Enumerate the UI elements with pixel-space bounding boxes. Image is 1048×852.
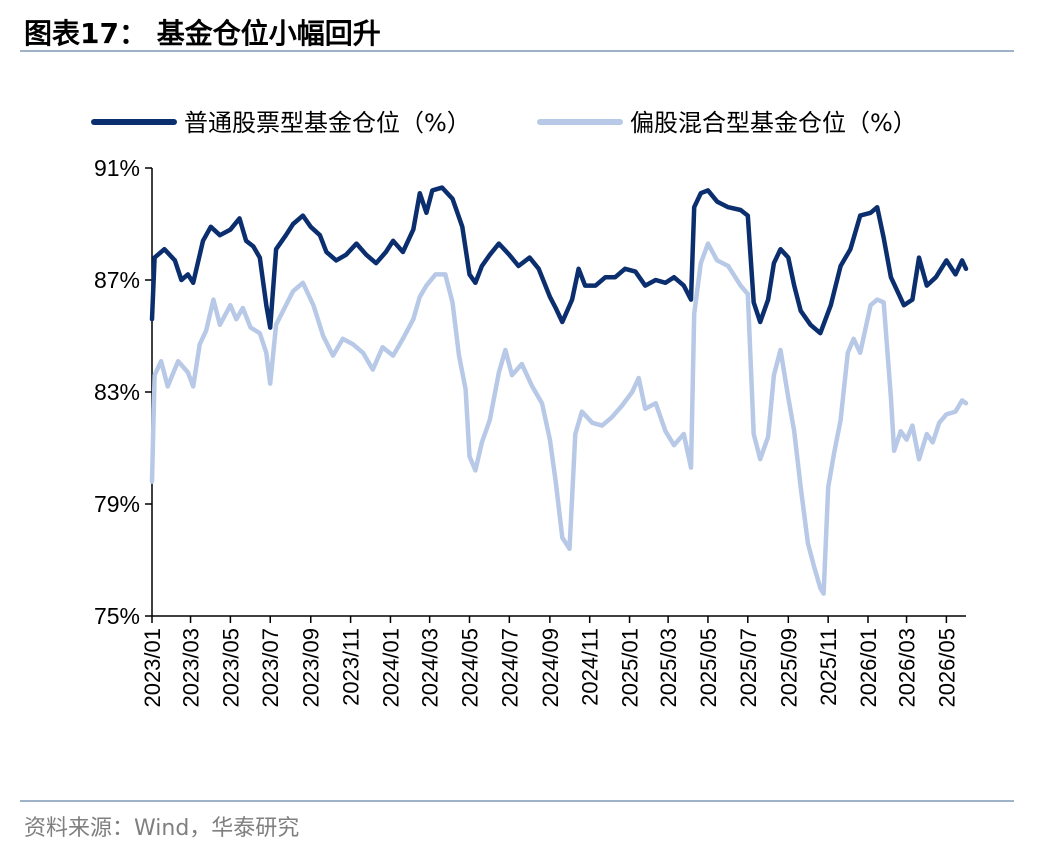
legend: 普通股票型基金仓位（%） 偏股混合型基金仓位（%）	[91, 109, 917, 137]
y-tick-label: 87%	[94, 267, 140, 293]
series-line-stock-fund	[149, 185, 969, 336]
x-tick-label: 2026/01	[856, 628, 881, 708]
x-tick-label: 2025/07	[736, 628, 761, 708]
x-tick-label: 2023/07	[258, 628, 283, 708]
x-tick-label: 2025/03	[656, 628, 681, 708]
x-tick-label: 2024/01	[378, 628, 403, 708]
y-tick-label: 75%	[94, 603, 140, 629]
figure-title: 图表17： 基金仓位小幅回升	[24, 17, 381, 50]
series-layer	[149, 185, 969, 596]
x-tick-label: 2024/11	[578, 628, 603, 706]
x-tick-label: 2026/03	[895, 628, 920, 708]
x-tick-label: 2024/07	[497, 628, 522, 708]
title-divider	[20, 50, 1014, 52]
legend-label: 偏股混合型基金仓位（%）	[630, 109, 917, 137]
x-axis: 2023/01 2023/03 2023/05 2023/07 2023/09 2023/…	[140, 615, 966, 708]
x-tick-label: 2024/03	[418, 628, 443, 708]
x-tick-label: 2025/01	[618, 628, 643, 708]
source-divider	[20, 800, 1014, 802]
x-tick-label: 2025/11	[816, 628, 841, 706]
x-tick-label: 2023/05	[218, 628, 243, 708]
y-tick-label: 79%	[94, 491, 140, 517]
x-tick-label: 2023/01	[140, 628, 165, 708]
x-tick-label: 2023/09	[299, 628, 324, 708]
y-tick-label: 91%	[94, 155, 140, 181]
series-line-hybrid-fund	[149, 241, 969, 596]
x-tick-label: 2025/09	[776, 628, 801, 708]
x-tick-label: 2024/05	[457, 628, 482, 708]
source-note: 资料来源：Wind，华泰研究	[24, 816, 300, 841]
x-tick-label: 2024/09	[538, 628, 563, 708]
legend-label: 普通股票型基金仓位（%）	[184, 109, 471, 137]
y-axis: 75% 79% 83% 87% 91%	[94, 155, 153, 629]
x-tick-label: 2025/05	[696, 628, 721, 708]
x-tick-label: 2026/05	[934, 628, 959, 708]
x-tick-label: 2023/03	[179, 628, 204, 708]
x-tick-label: 2023/11	[339, 628, 364, 706]
y-tick-label: 83%	[94, 379, 140, 405]
